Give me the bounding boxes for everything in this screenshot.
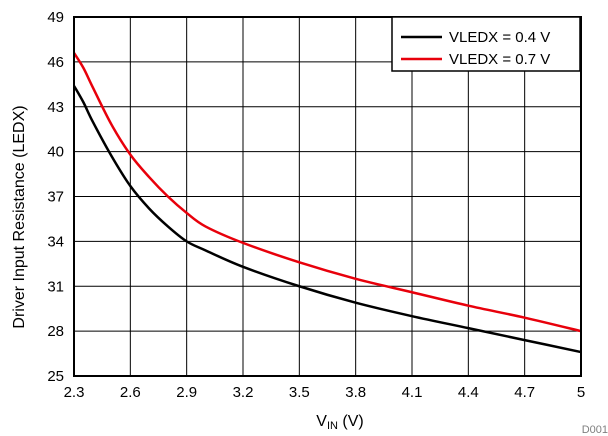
y-axis-label: Driver Input Resistance (LEDX): [11, 105, 28, 328]
x-axis-label: VIN (V): [316, 413, 363, 432]
x-axis-label-subscript: IN: [327, 420, 338, 432]
x-tick-labels: 2.3 2.6 2.9 3.2 3.5 3.8 4.1 4.4 4.7 5: [64, 384, 586, 401]
y-tick-label: 34: [47, 233, 64, 250]
series-line-1: [72, 52, 582, 333]
y-tick-label: 46: [47, 54, 64, 71]
x-tick-label: 3.2: [233, 384, 254, 401]
y-tick-label: 43: [47, 99, 64, 116]
x-axis-label-unit: (V): [338, 413, 364, 430]
plot-frame: [73, 16, 582, 377]
y-tick-label: 40: [47, 144, 64, 161]
x-axis-label-main: V: [316, 413, 327, 430]
x-tick-label: 4.1: [402, 384, 423, 401]
y-tick-labels: 25 28 31 34 37 40 43 46 49: [47, 9, 64, 385]
legend: VLEDX = 0.4 V VLEDX = 0.7 V: [391, 16, 581, 72]
x-tick-label: 2.6: [120, 384, 141, 401]
x-tick-label: 4.4: [458, 384, 479, 401]
x-tick-label: 2.3: [64, 384, 85, 401]
y-tick-label: 37: [47, 189, 64, 206]
series-layer: [72, 52, 582, 354]
x-tick-label: 5: [577, 384, 585, 401]
legend-label-1: VLEDX = 0.7 V: [449, 51, 550, 68]
series-line-0: [72, 85, 582, 354]
y-tick-label: 25: [47, 368, 64, 385]
legend-label-0: VLEDX = 0.4 V: [449, 29, 550, 46]
y-tick-label: 31: [47, 278, 64, 295]
x-tick-label: 2.9: [176, 384, 197, 401]
x-tick-label: 3.8: [345, 384, 366, 401]
x-tick-label: 3.5: [289, 384, 310, 401]
y-tick-label: 49: [47, 9, 64, 26]
x-tick-label: 4.7: [514, 384, 535, 401]
legend-box: [391, 16, 581, 72]
figure-code: D001: [582, 424, 608, 436]
y-tick-label: 28: [47, 323, 64, 340]
